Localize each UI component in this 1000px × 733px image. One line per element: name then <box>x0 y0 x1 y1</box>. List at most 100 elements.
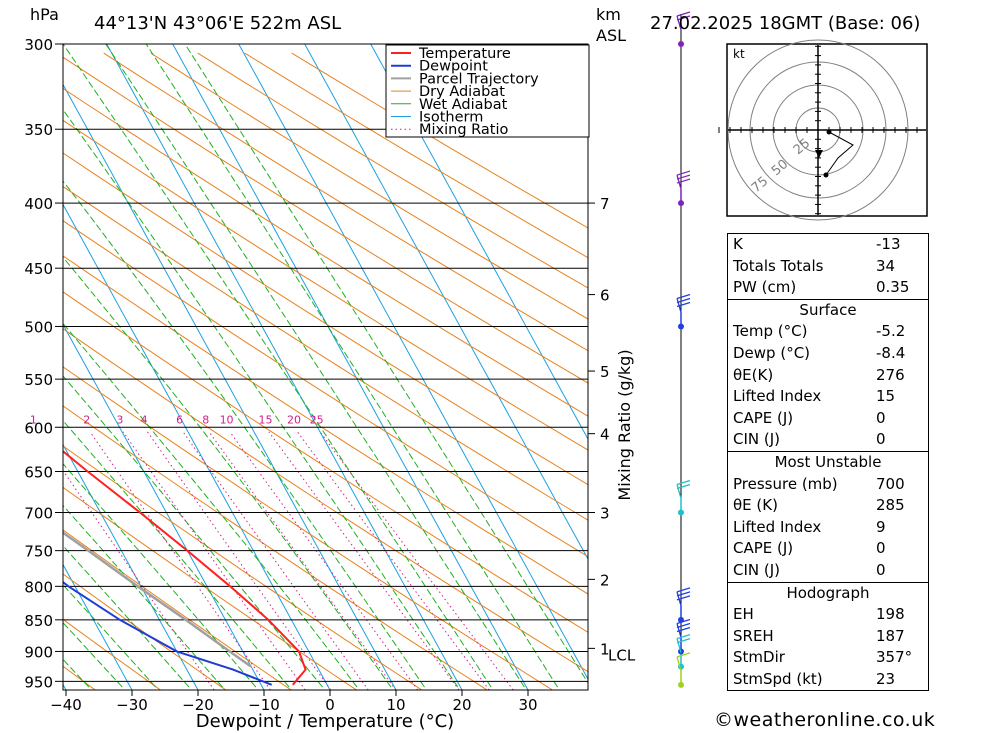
wet-adiabat-line <box>184 44 588 684</box>
wet-adiabat-line <box>63 108 459 688</box>
mixing-ratio-labels: 1 2 3 4 6 8 10 15 20 25 <box>30 413 324 426</box>
hodograph-point <box>826 129 832 135</box>
wind-barb <box>676 15 691 21</box>
pressure-unit: hPa <box>30 5 59 24</box>
wet-adiabat-line <box>63 322 358 688</box>
wind-barb-shaft <box>676 174 682 190</box>
wind-profile <box>676 11 691 688</box>
legend-label: Mixing Ratio <box>419 122 509 138</box>
dry-adiabat-line <box>63 529 292 690</box>
wind-barb <box>676 293 691 300</box>
mixing-ratio-line <box>122 431 306 690</box>
wet-adiabat-line <box>63 180 425 688</box>
wind-barb <box>676 174 691 180</box>
wind-barb <box>676 11 691 17</box>
temperature-tick-label: 20 <box>452 696 471 714</box>
pressure-tick-label: 750 <box>24 543 53 561</box>
lcl-label: LCL <box>608 647 636 665</box>
hodograph-unit: kt <box>733 47 745 61</box>
sreh-row: SREH 187 <box>733 626 905 645</box>
pressure-tick-label: 900 <box>24 643 53 661</box>
asl-label: ASL <box>596 26 626 45</box>
pressure-tick-label: 650 <box>24 464 53 482</box>
wind-level-dot <box>678 41 684 47</box>
eh-row: EH 198 <box>733 605 905 624</box>
pressure-tick-label: 450 <box>24 260 53 278</box>
series-line-parcel-trajectory <box>63 531 252 668</box>
surface-dewp-row: Dewp (°C) -8.4 <box>733 343 906 362</box>
legend-label: Isotherm <box>419 110 483 126</box>
wind-barb <box>676 479 691 486</box>
surface-cape-row: CAPE (J) 0 <box>733 408 886 427</box>
pressure-tick-label: 800 <box>24 578 53 596</box>
pressure-tick-label: 950 <box>24 673 53 691</box>
km-tick-label: 3 <box>600 504 610 522</box>
pressure-tick-label: 350 <box>24 121 53 139</box>
dry-adiabat-line <box>63 87 588 417</box>
wet-adiabat-line <box>63 419 290 688</box>
mixing-ratio-label: 3 <box>116 413 123 426</box>
mu-li-row: Lifted Index 9 <box>733 517 886 536</box>
totals-totals-row: Totals Totals 34 <box>733 256 896 275</box>
isotherm-line <box>63 323 265 690</box>
wind-barb <box>676 652 691 658</box>
isotherm-line <box>63 443 199 690</box>
precipitable-water-row: PW (cm) 0.35 <box>733 278 910 297</box>
mixing-ratio-line <box>296 431 490 690</box>
mixing-ratio-label: 4 <box>141 413 148 426</box>
isotherm-line <box>63 203 331 690</box>
wind-level-dot <box>678 681 684 688</box>
mu-pressure-row: Pressure (mb) 700 <box>733 474 905 493</box>
dry-adiabat-line <box>63 618 161 690</box>
wind-barb-shaft <box>676 484 682 499</box>
k-index-row: K -13 <box>733 235 901 253</box>
surface-temp-row: Temp (°C) -5.2 <box>733 322 906 341</box>
hodograph-point <box>823 172 829 178</box>
x-axis-title: Dewpoint / Temperature (°C) <box>196 711 454 732</box>
wet-adiabat-line <box>105 44 525 688</box>
dry-adiabat-line <box>63 255 588 595</box>
temperature-tick-label: −10 <box>248 696 280 714</box>
pressure-tick-label: 300 <box>24 36 53 54</box>
storm-motion-marker <box>815 150 823 158</box>
wind-barb <box>676 637 691 644</box>
dry-adiabat-line <box>63 220 588 558</box>
series-line-temperature <box>63 449 307 686</box>
credit-text: ©weatheronline.co.uk <box>714 709 936 731</box>
wind-barb <box>676 297 691 304</box>
dry-adiabat-line <box>63 366 553 690</box>
temperature-tick-label: −40 <box>50 696 82 714</box>
mixing-ratio-label: 1 <box>30 413 37 426</box>
datetime-title: 27.02.2025 18GMT (Base: 06) <box>650 13 920 34</box>
wind-barb-shaft <box>676 623 682 638</box>
mixing-ratio-label: 10 <box>220 413 234 426</box>
isotherm-line <box>63 563 133 690</box>
hodograph-trace <box>825 131 854 176</box>
dry-adiabat-line <box>63 405 488 690</box>
surface-cin-row: CIN (J) 0 <box>733 430 886 449</box>
mixing-ratio-line <box>319 431 514 690</box>
pressure-axis: 300 350 400 450 500 550 600 650 700 750 800 850 900 9… <box>24 36 63 691</box>
pressure-tick-label: 550 <box>24 371 53 389</box>
dry-adiabat-line <box>63 152 588 486</box>
hodograph-stats-section: Hodograph EH 198 SREH 187 StmDir 357° StmSp… <box>728 581 928 691</box>
wind-barb <box>676 622 691 629</box>
surface-thetae-row: θE(K) 276 <box>733 365 905 384</box>
wind-level-dot <box>678 200 684 207</box>
isotherm-line <box>63 83 397 690</box>
wind-barb-shaft <box>676 298 682 313</box>
mixing-ratio-label: 20 <box>287 413 301 426</box>
pressure-tick-label: 400 <box>24 195 53 213</box>
stmdir-row: StmDir 357° <box>733 648 913 667</box>
km-tick-label: 7 <box>600 195 610 213</box>
surface-li-row: Lifted Index 15 <box>733 387 896 406</box>
dry-adiabat-line <box>63 291 588 633</box>
legend-label: Dewpoint <box>419 59 488 75</box>
wind-barb-shaft <box>676 638 682 653</box>
dry-adiabat-line <box>197 52 588 289</box>
plot-frame <box>62 43 589 691</box>
isotherm-line <box>304 44 588 561</box>
most-unstable-section: Most Unstable Pressure (mb) 700 θE (K) 285… <box>728 450 928 582</box>
profile-lines <box>63 449 307 686</box>
